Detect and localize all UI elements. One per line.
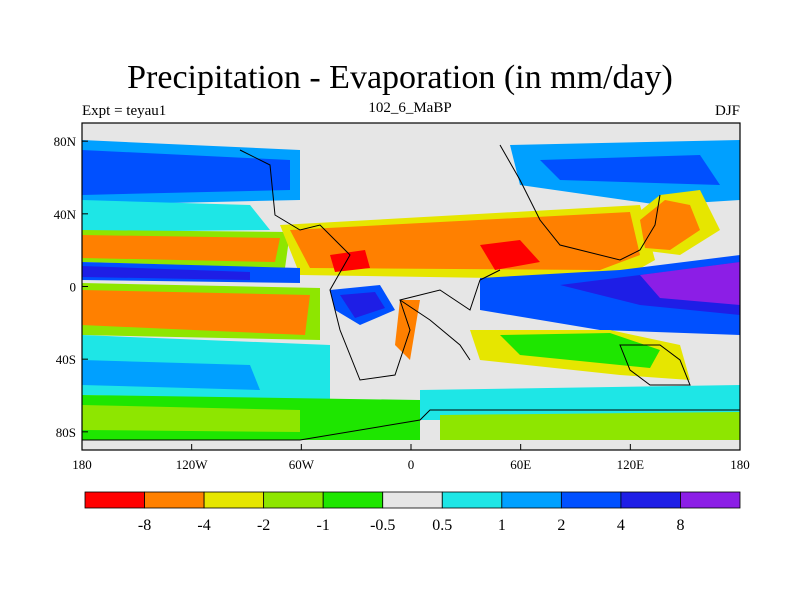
colorbar: -8 -4 -2 -1 -0.5 0.5 1 2 4 8 <box>84 491 741 534</box>
colorbar-swatch <box>382 491 443 509</box>
x-tick-label: 60E <box>510 457 531 472</box>
colorbar-label: -4 <box>197 517 210 534</box>
colorbar-swatch <box>263 491 324 509</box>
colorbar-swatch <box>322 491 384 509</box>
map-title: Precipitation - Evaporation (in mm/day) <box>127 59 673 96</box>
y-tick-label: 80S <box>56 425 76 440</box>
colorbar-label: 8 <box>676 517 684 534</box>
colorbar-label: 2 <box>557 517 565 534</box>
colorbar-swatch <box>203 491 265 509</box>
colorbar-label: 1 <box>498 517 506 534</box>
colorbar-swatch <box>441 491 503 509</box>
contour-field <box>82 123 740 450</box>
colorbar-label: 0.5 <box>432 517 452 534</box>
x-axis: 180 120W 60W 0 60E 120E 180 <box>72 444 750 472</box>
x-tick-label: 60W <box>289 457 315 472</box>
colorbar-swatch <box>560 491 622 509</box>
y-tick-label: 80N <box>54 134 77 149</box>
colorbar-swatch <box>84 491 145 509</box>
colorbar-label: 4 <box>617 517 625 534</box>
colorbar-swatch <box>680 491 741 509</box>
season-label: DJF <box>714 103 740 119</box>
x-tick-label: 120E <box>617 457 645 472</box>
x-tick-label: 0 <box>408 457 415 472</box>
x-tick-label: 180 <box>72 457 92 472</box>
colorbar-label: -0.5 <box>370 517 395 534</box>
map-subtitle: 102_6_MaBP <box>368 100 452 116</box>
experiment-label: Expt = teyau1 <box>82 103 167 119</box>
colorbar-swatch <box>620 491 681 509</box>
colorbar-swatch <box>144 491 205 509</box>
colorbar-swatch <box>501 491 562 509</box>
colorbar-label: -2 <box>257 517 270 534</box>
y-tick-label: 40N <box>54 207 77 222</box>
colorbar-label: -8 <box>138 517 151 534</box>
y-tick-label: 0 <box>70 280 77 295</box>
y-tick-label: 40S <box>56 352 76 367</box>
colorbar-label: -1 <box>317 517 330 534</box>
coastlines <box>82 144 740 441</box>
x-tick-label: 120W <box>176 457 209 472</box>
x-tick-label: 180 <box>730 457 750 472</box>
y-axis: 80N 40N 0 40S 80S <box>54 134 88 440</box>
